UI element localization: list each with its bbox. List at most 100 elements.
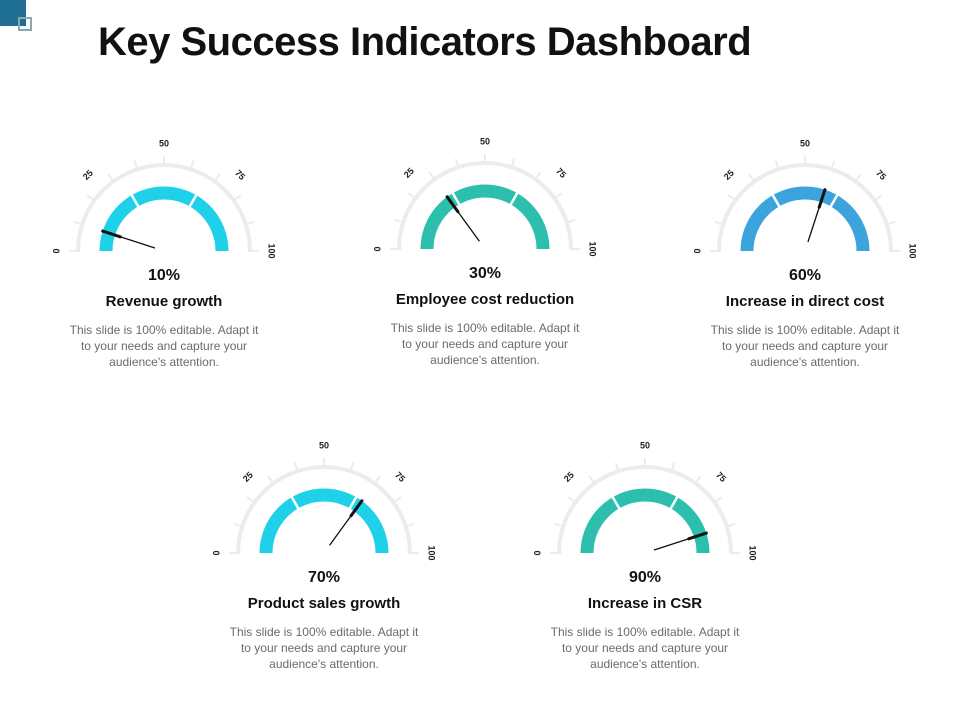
gauge-needle-tail: [653, 538, 690, 551]
gauge-band-divider: [348, 495, 358, 510]
gauge-needle: [807, 188, 827, 243]
gauge-tick-label: 50: [480, 136, 490, 146]
gauge-tick-label: 75: [874, 168, 888, 182]
gauge-scale-tick: [554, 522, 566, 528]
gauge-tick-label: 100: [427, 545, 437, 560]
gauge-tick-label: 0: [51, 248, 61, 253]
gauge-scale-tick: [212, 173, 221, 184]
kpi-card-employee-cost-reduction: 0 25 50 75 100 30% Employee cost reduction T…: [365, 136, 605, 368]
gauge-scale-tick: [243, 220, 255, 226]
gauge-band: [99, 186, 229, 252]
gauge-tick-label: 100: [588, 241, 598, 256]
gauge-increase-in-csr: 0 25 50 75 100: [532, 440, 758, 560]
gauge-needle-tail: [807, 206, 820, 243]
gauge-band-divider: [829, 193, 839, 208]
kpi-value: 10%: [147, 267, 181, 284]
gauge-scale-tick: [107, 173, 116, 184]
gauge-band-divider: [611, 495, 621, 510]
gauge-band-divider: [130, 193, 140, 208]
gauge-increase-in-direct-cost: 0 25 50 75 100: [692, 138, 917, 258]
gauge-scale-tick: [428, 171, 437, 182]
gauge-tick-label: 0: [211, 550, 221, 555]
kpi-card-increase-in-csr: 0 25 50 75 100 90% Increase in CSR This slid…: [525, 440, 765, 672]
kpi-description: This slide is 100% editable. Adapt it to…: [229, 625, 419, 671]
gauge-tick-label: 25: [81, 168, 95, 182]
page-title: Key Success Indicators Dashboard: [98, 20, 752, 64]
gauge-scale-tick: [748, 173, 757, 184]
corner-accent-block: [0, 0, 26, 26]
gauge-needle-tip: [445, 195, 460, 214]
kpi-description: This slide is 100% editable. Adapt it to…: [710, 323, 900, 369]
kpi-description: This slide is 100% editable. Adapt it to…: [69, 323, 259, 369]
gauge-scale-tick: [872, 194, 883, 203]
gauge-needle-tail: [457, 211, 480, 242]
gauge-scale-tick: [712, 496, 723, 505]
kpi-card-product-sales-growth: 0 25 50 75 100 70% Product sales growth This…: [204, 440, 444, 672]
kpi-value: 70%: [307, 569, 341, 586]
gauge-scale-tick: [233, 522, 245, 528]
kpi-description: This slide is 100% editable. Adapt it to…: [390, 321, 580, 367]
gauge-tick-label: 0: [532, 550, 542, 555]
gauge-tick-label: 50: [800, 138, 810, 148]
gauge-scale-tick: [670, 462, 676, 474]
gauge-band: [740, 186, 870, 252]
gauge-scale-tick: [588, 475, 597, 486]
gauge-tick-label: 75: [714, 470, 728, 484]
gauge-band-divider: [451, 191, 461, 206]
gauge-scale-tick: [884, 220, 896, 226]
gauge-scale-tick: [533, 171, 542, 182]
gauge-band-divider: [188, 193, 198, 208]
gauge-tick-label: 50: [319, 440, 329, 450]
gauge-scale-tick: [189, 160, 195, 172]
gauge-tick-label: 0: [372, 246, 382, 251]
gauge-band-divider: [290, 495, 300, 510]
kpi-card-revenue-growth: 0 25 50 75 100 10% Revenue growth This slide…: [44, 138, 284, 370]
gauge-tick-label: 75: [233, 168, 247, 182]
gauge-needle: [445, 195, 480, 242]
gauge-tick-label: 100: [748, 545, 758, 560]
gauge-scale-tick: [614, 462, 620, 474]
kpi-description: This slide is 100% editable. Adapt it to…: [550, 625, 740, 671]
gauge-tick-label: 0: [692, 248, 702, 253]
gauge-scale-tick: [349, 462, 355, 474]
gauge-tick-label: 50: [159, 138, 169, 148]
gauge-scale-tick: [454, 158, 460, 170]
gauge-tick-label: 75: [554, 166, 568, 180]
gauge-scale-tick: [510, 158, 516, 170]
gauge-needle: [653, 531, 708, 551]
gauge-scale-tick: [407, 192, 418, 201]
gauge-scale-tick: [86, 194, 97, 203]
gauge-scale-tick: [552, 192, 563, 201]
gauge-band: [420, 184, 550, 250]
gauge-scale-tick: [727, 194, 738, 203]
kpi-label: Employee cost reduction: [395, 291, 575, 308]
kpi-value: 90%: [628, 569, 662, 586]
gauge-scale-tick: [372, 475, 381, 486]
gauge-needle-tail: [329, 515, 352, 546]
gauge-scale-tick: [133, 160, 139, 172]
kpi-label: Product sales growth: [247, 595, 401, 612]
gauge-tick-label: 75: [393, 470, 407, 484]
gauge-band: [259, 488, 389, 554]
gauge-scale-tick: [246, 496, 257, 505]
gauge-needle-tip: [101, 229, 122, 239]
gauge-needle-tip: [817, 188, 827, 209]
kpi-card-increase-in-direct-cost: 0 25 50 75 100 60% Increase in direct cost T…: [685, 138, 925, 370]
gauge-scale-tick: [714, 220, 726, 226]
gauge-tick-label: 25: [562, 470, 576, 484]
kpi-label: Revenue growth: [105, 293, 223, 310]
gauge-scale-tick: [267, 475, 276, 486]
gauge-band-divider: [509, 191, 519, 206]
kpi-label: Increase in direct cost: [725, 293, 885, 310]
gauge-scale-tick: [394, 218, 406, 224]
gauge-tick-label: 100: [267, 243, 277, 258]
gauge-scale-tick: [830, 160, 836, 172]
gauge-band-divider: [669, 495, 679, 510]
gauge-scale-tick: [853, 173, 862, 184]
gauge-needle: [101, 229, 156, 249]
gauge-tick-label: 25: [402, 166, 416, 180]
gauge-scale-tick: [774, 160, 780, 172]
gauge-tick-label: 50: [640, 440, 650, 450]
kpi-label: Increase in CSR: [587, 595, 703, 612]
kpi-value: 60%: [788, 267, 822, 284]
